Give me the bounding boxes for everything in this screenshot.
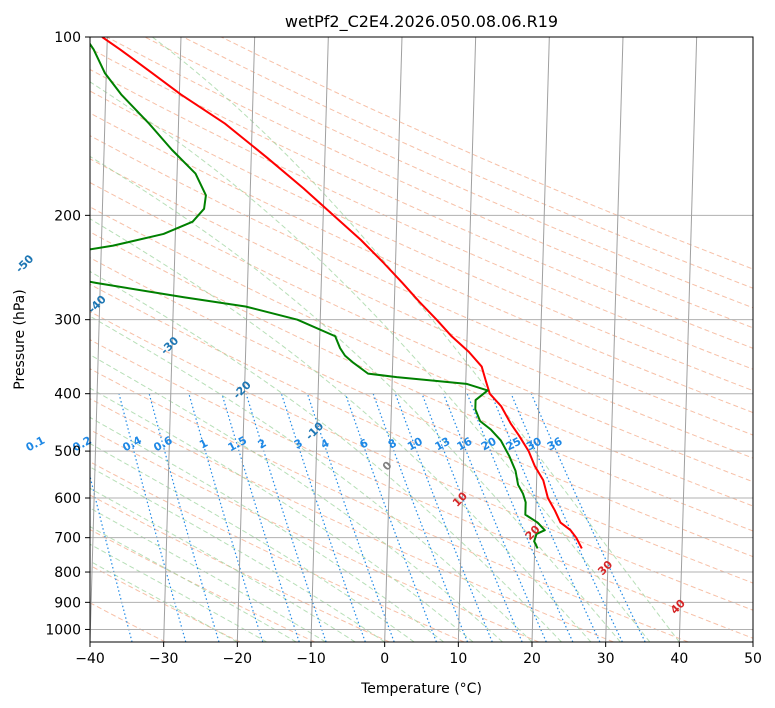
mixing-ratio-line — [394, 393, 493, 642]
y-axis-ticks: 1000 900 800 700 600 500 400 300 200 100 — [45, 30, 90, 638]
x-tick-label: 40 — [670, 651, 688, 667]
mixing-ratio-line — [188, 393, 264, 642]
y-tick-label: 300 — [54, 313, 81, 329]
dry-adiabat-line — [90, 112, 753, 414]
dewpoint-trace — [90, 42, 546, 549]
plot-frame — [89, 36, 754, 643]
mixing-ratio-line — [221, 393, 300, 642]
isotherm-gridline — [384, 37, 403, 642]
moist-adiabat-line — [90, 442, 415, 642]
mixing-ratio-line — [466, 393, 574, 642]
moist-adiabat-line — [90, 315, 533, 642]
x-axis-title: Temperature (°C) — [360, 681, 482, 697]
x-tick-label: −30 — [149, 651, 179, 667]
x-tick-label: −40 — [75, 651, 105, 667]
isotherm-gridline — [310, 37, 329, 642]
isotherm-gridlines — [90, 37, 753, 642]
dry-adiabat-line — [90, 429, 539, 642]
y-tick-label: 600 — [54, 491, 81, 507]
mixing-ratio-label: 13 — [433, 435, 453, 454]
y-tick-label: 700 — [54, 531, 81, 547]
moist-adiabat-line — [90, 218, 592, 642]
plot-area — [90, 37, 753, 642]
mixing-ratio-line — [118, 393, 187, 642]
dry-adiabat-line — [90, 461, 465, 642]
dry-adiabat-line — [90, 283, 753, 584]
moist-adiabat-line — [90, 354, 503, 642]
temperature-trace — [101, 37, 583, 549]
x-tick-label: 10 — [449, 651, 467, 667]
dry-adiabat-line — [90, 231, 753, 532]
dry-adiabat-line — [90, 368, 689, 642]
isotherm-gridline — [678, 37, 698, 642]
mixing-ratio-label: 36 — [545, 435, 565, 454]
y-tick-label: 200 — [54, 208, 81, 224]
y-tick-label: 900 — [54, 595, 81, 611]
mixing-ratio-label: 10 — [405, 435, 425, 454]
moist-adiabat-line — [90, 155, 621, 642]
isotherm-gridline — [90, 37, 108, 642]
x-tick-label: −20 — [223, 651, 253, 667]
dry-adiabat-line — [90, 182, 753, 483]
chart-title: wetPf2_C2E4.2026.050.08.06.R19 — [285, 12, 558, 32]
moist-adiabat-line — [152, 37, 680, 642]
mixing-ratio-label: 20 — [479, 435, 499, 454]
plot-content — [90, 37, 753, 642]
mixing-ratio-label: 30 — [524, 435, 544, 454]
dry-adiabat-line — [90, 158, 753, 459]
dry-adiabat-line — [90, 529, 315, 642]
x-tick-label: 30 — [597, 651, 615, 667]
moist-adiabat-line — [90, 466, 385, 642]
y-tick-label: 100 — [54, 30, 81, 46]
mixing-ratio-line — [148, 393, 220, 642]
isotherm-gridline — [236, 37, 256, 642]
isotherm-gridline — [605, 37, 624, 642]
x-tick-label: 20 — [523, 651, 541, 667]
dry-adiabat-line — [90, 135, 753, 436]
moist-adiabat-line — [90, 487, 356, 642]
mixing-ratio-line — [280, 393, 366, 642]
mixing-ratio-line — [372, 393, 469, 642]
mixing-ratio-lines — [90, 393, 646, 642]
y-axis-title: Pressure (hPa) — [12, 289, 28, 389]
dry-adiabat-line — [90, 206, 753, 507]
y-tick-label: 500 — [54, 444, 81, 460]
isobar-gridlines — [90, 37, 753, 630]
mixing-ratio-line — [245, 393, 327, 642]
isotherm-gridline — [457, 37, 477, 642]
mixing-ratio-line — [490, 393, 601, 642]
moist-adiabat-line — [90, 270, 562, 642]
y-tick-label: 400 — [54, 387, 81, 403]
moist-adiabat-line — [90, 81, 651, 642]
x-tick-label: 0 — [380, 651, 389, 667]
x-tick-label: −10 — [296, 651, 326, 667]
moist-adiabat-line — [90, 387, 474, 642]
isotherm-gridline — [163, 37, 182, 642]
moist-adiabats — [90, 37, 680, 642]
mixing-ratio-line — [306, 393, 395, 642]
mixing-ratio-line — [90, 473, 133, 642]
y-tick-label: 1000 — [45, 622, 81, 638]
mixing-ratio-label: 16 — [455, 435, 475, 454]
x-axis-ticks: −40 −30 −20 −10 0 10 20 30 40 50 — [75, 642, 762, 667]
dry-adiabat-line — [90, 494, 390, 642]
mixing-ratio-label: 25 — [504, 435, 524, 454]
y-tick-label: 800 — [54, 565, 81, 581]
dry-adiabat-line — [182, 37, 753, 289]
sounding-traces — [90, 37, 583, 549]
dry-adiabats — [90, 37, 753, 642]
x-tick-label: 50 — [744, 651, 762, 667]
